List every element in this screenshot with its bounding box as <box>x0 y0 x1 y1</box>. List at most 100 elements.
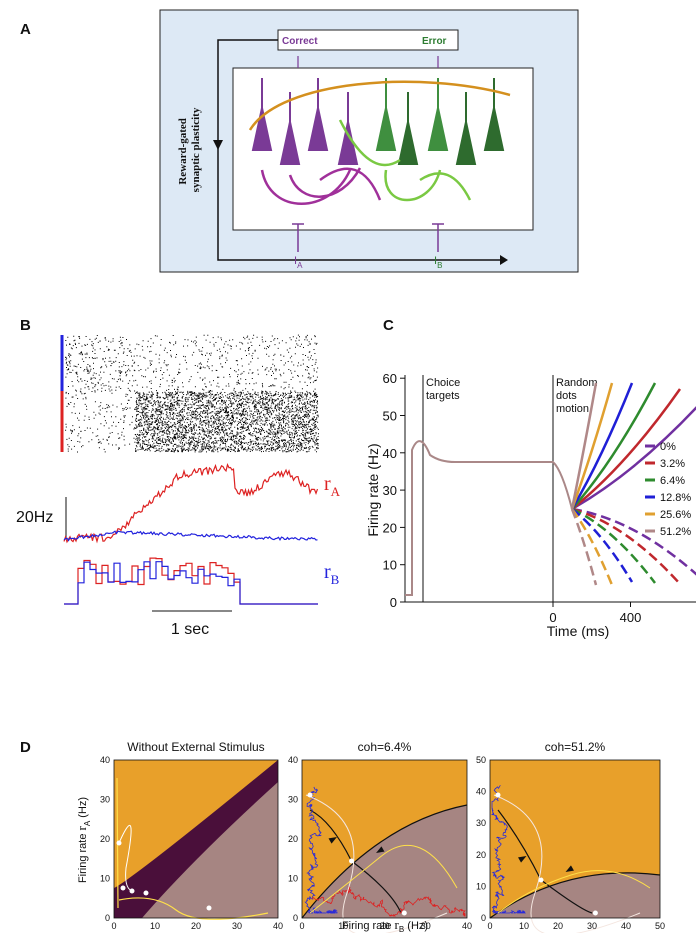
trace-up <box>570 382 634 510</box>
panel-label: A <box>20 21 31 38</box>
x-tick-label: 20 <box>379 921 389 931</box>
trace-up <box>571 388 682 510</box>
correct-label: Correct <box>282 36 318 47</box>
input-a: IA <box>294 255 303 270</box>
y-tick-label: 40 <box>383 446 397 461</box>
panel-label: D <box>20 739 31 756</box>
region <box>302 805 467 918</box>
y-tick-label: 10 <box>383 558 397 573</box>
input-lines <box>292 223 444 252</box>
x-tick-label: 10 <box>150 921 160 931</box>
plasticity-line: synaptic plasticity <box>190 107 202 192</box>
x-tick-label: 0 <box>549 610 556 625</box>
y-tick-label: 40 <box>476 787 486 797</box>
trace-up <box>570 382 614 510</box>
trajectory <box>305 794 448 933</box>
input-b: IB <box>434 255 442 270</box>
t: Firing rate <box>342 920 395 932</box>
trace-down <box>570 508 614 586</box>
y-tick-label: 30 <box>476 818 486 828</box>
neuron <box>251 78 273 151</box>
x-tick-label: 0 <box>299 921 304 931</box>
t: B <box>399 925 404 933</box>
y-tick-label: 60 <box>383 371 397 386</box>
y-tick-label: 20 <box>383 520 397 535</box>
rate-b-trace <box>63 530 318 542</box>
fixed-point <box>116 840 122 846</box>
fixed-point <box>495 792 501 798</box>
panel-label: B <box>20 317 31 334</box>
trace-down <box>571 508 634 583</box>
trace-down <box>571 507 656 584</box>
y-tick-label: 0 <box>105 913 110 923</box>
sub: B <box>437 261 442 270</box>
x-tick-label: 20 <box>191 921 201 931</box>
x-tick-label: 0 <box>487 921 492 931</box>
fixed-point <box>349 858 354 864</box>
region <box>142 782 278 918</box>
common-trace <box>405 440 573 596</box>
trace-down <box>571 507 681 585</box>
x-tick-label: 40 <box>273 921 283 931</box>
neuron <box>483 78 505 151</box>
flow-arrow <box>565 865 574 872</box>
flow-arrow <box>376 846 385 853</box>
legend-label: 12.8% <box>660 492 691 504</box>
axons-a <box>260 167 382 205</box>
input-b-trace <box>64 561 318 605</box>
inhibitory <box>248 80 511 131</box>
annotation: Choice <box>426 377 460 389</box>
t: (Hz) <box>77 797 89 821</box>
rate-a-label: rA <box>324 473 341 499</box>
t: (Hz) <box>404 920 428 932</box>
trial-trace <box>491 785 526 914</box>
y-tick-label: 10 <box>100 874 110 884</box>
sym: r <box>324 561 331 583</box>
fixed-point <box>307 792 313 798</box>
raster <box>65 334 319 453</box>
y-tick-label: 20 <box>476 850 486 860</box>
sym: I <box>294 255 297 267</box>
fixed-point <box>401 910 407 916</box>
plot-frame <box>489 759 661 919</box>
rate-b-label: rB <box>324 561 340 587</box>
fixed-point <box>538 877 544 883</box>
annotation: motion <box>556 403 589 415</box>
x-tick-label: 50 <box>655 921 665 931</box>
y-tick-label: 40 <box>288 755 298 765</box>
plot-frame <box>113 759 279 919</box>
x-tick-label: 20 <box>553 921 563 931</box>
rate-a-trace <box>63 462 319 544</box>
trial-trace <box>304 786 338 914</box>
neuron <box>397 92 419 165</box>
trajectory <box>309 844 458 914</box>
plot-frame <box>301 759 468 919</box>
t: r <box>395 917 400 932</box>
x-tick-label: 10 <box>338 921 348 931</box>
plasticity-line: Reward-gated <box>177 118 189 185</box>
input-a-trace <box>64 557 318 605</box>
x-tick-label: 0 <box>111 921 116 931</box>
fixed-point <box>120 885 126 891</box>
x-tick-label: 400 <box>620 610 642 625</box>
trace-down <box>570 508 598 586</box>
annotation: targets <box>426 390 460 402</box>
legend-label: 0% <box>660 441 676 453</box>
sym: r <box>324 473 331 495</box>
legend-label: 6.4% <box>660 475 685 487</box>
neuron <box>307 78 329 151</box>
plot-title: Without External Stimulus <box>127 740 264 754</box>
sub: B <box>331 572 340 587</box>
y-tick-label: 30 <box>100 795 110 805</box>
trace-down <box>571 507 696 576</box>
y-tick-label: 20 <box>288 834 298 844</box>
fixed-point <box>143 890 149 896</box>
y-tick-label: 40 <box>100 755 110 765</box>
sub: A <box>297 261 303 270</box>
trace-up <box>570 382 598 510</box>
x-tick-label: 30 <box>587 921 597 931</box>
x-tick-label: 40 <box>621 921 631 931</box>
y-axis-label: Firing rate (Hz) <box>365 443 381 536</box>
spikes <box>65 334 319 453</box>
